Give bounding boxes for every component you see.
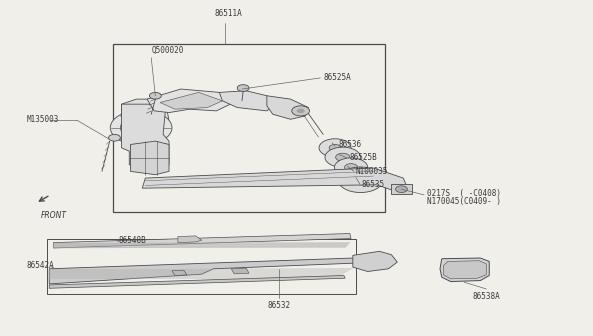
Circle shape bbox=[237, 85, 249, 91]
Circle shape bbox=[336, 153, 350, 161]
Polygon shape bbox=[444, 261, 486, 279]
Text: 86532: 86532 bbox=[267, 301, 290, 310]
Text: 86511A: 86511A bbox=[215, 9, 242, 18]
Circle shape bbox=[325, 147, 361, 167]
Circle shape bbox=[149, 92, 161, 99]
Polygon shape bbox=[53, 234, 351, 248]
Circle shape bbox=[345, 164, 358, 171]
Circle shape bbox=[352, 175, 369, 185]
Polygon shape bbox=[231, 268, 249, 274]
Circle shape bbox=[292, 106, 310, 116]
Text: 86525A: 86525A bbox=[323, 73, 351, 82]
Circle shape bbox=[396, 186, 407, 193]
Text: M135003: M135003 bbox=[27, 115, 59, 124]
Polygon shape bbox=[147, 89, 237, 113]
Polygon shape bbox=[130, 141, 169, 175]
Polygon shape bbox=[122, 104, 169, 171]
Text: 86548B: 86548B bbox=[119, 236, 146, 245]
Text: 86542A: 86542A bbox=[27, 261, 55, 270]
Bar bbox=[113, 44, 385, 212]
Text: 86538A: 86538A bbox=[473, 292, 500, 301]
Circle shape bbox=[338, 167, 383, 193]
Bar bbox=[391, 184, 412, 194]
Bar bbox=[47, 239, 356, 294]
Circle shape bbox=[297, 109, 304, 113]
Polygon shape bbox=[353, 251, 397, 271]
Polygon shape bbox=[219, 91, 276, 111]
Polygon shape bbox=[172, 270, 187, 276]
Text: 86536: 86536 bbox=[338, 140, 361, 149]
Polygon shape bbox=[440, 258, 489, 282]
Circle shape bbox=[132, 123, 150, 133]
Text: N100035: N100035 bbox=[356, 167, 388, 176]
Text: 0217S  ( -C0408): 0217S ( -C0408) bbox=[427, 189, 501, 198]
Circle shape bbox=[319, 139, 351, 157]
Polygon shape bbox=[160, 92, 222, 109]
Circle shape bbox=[334, 158, 368, 177]
Circle shape bbox=[138, 126, 145, 130]
Polygon shape bbox=[49, 258, 356, 284]
Polygon shape bbox=[49, 276, 345, 288]
Text: FRONT: FRONT bbox=[40, 211, 66, 220]
Circle shape bbox=[329, 144, 341, 151]
Circle shape bbox=[110, 110, 172, 145]
Circle shape bbox=[120, 116, 162, 139]
Text: 86525B: 86525B bbox=[350, 154, 378, 162]
Circle shape bbox=[109, 134, 120, 141]
Polygon shape bbox=[122, 99, 169, 138]
Text: Q500020: Q500020 bbox=[151, 46, 184, 55]
Polygon shape bbox=[178, 236, 202, 243]
Text: N170045(C0409- ): N170045(C0409- ) bbox=[427, 197, 501, 206]
Text: 86535: 86535 bbox=[362, 180, 385, 188]
Polygon shape bbox=[267, 96, 308, 119]
Polygon shape bbox=[142, 168, 406, 190]
